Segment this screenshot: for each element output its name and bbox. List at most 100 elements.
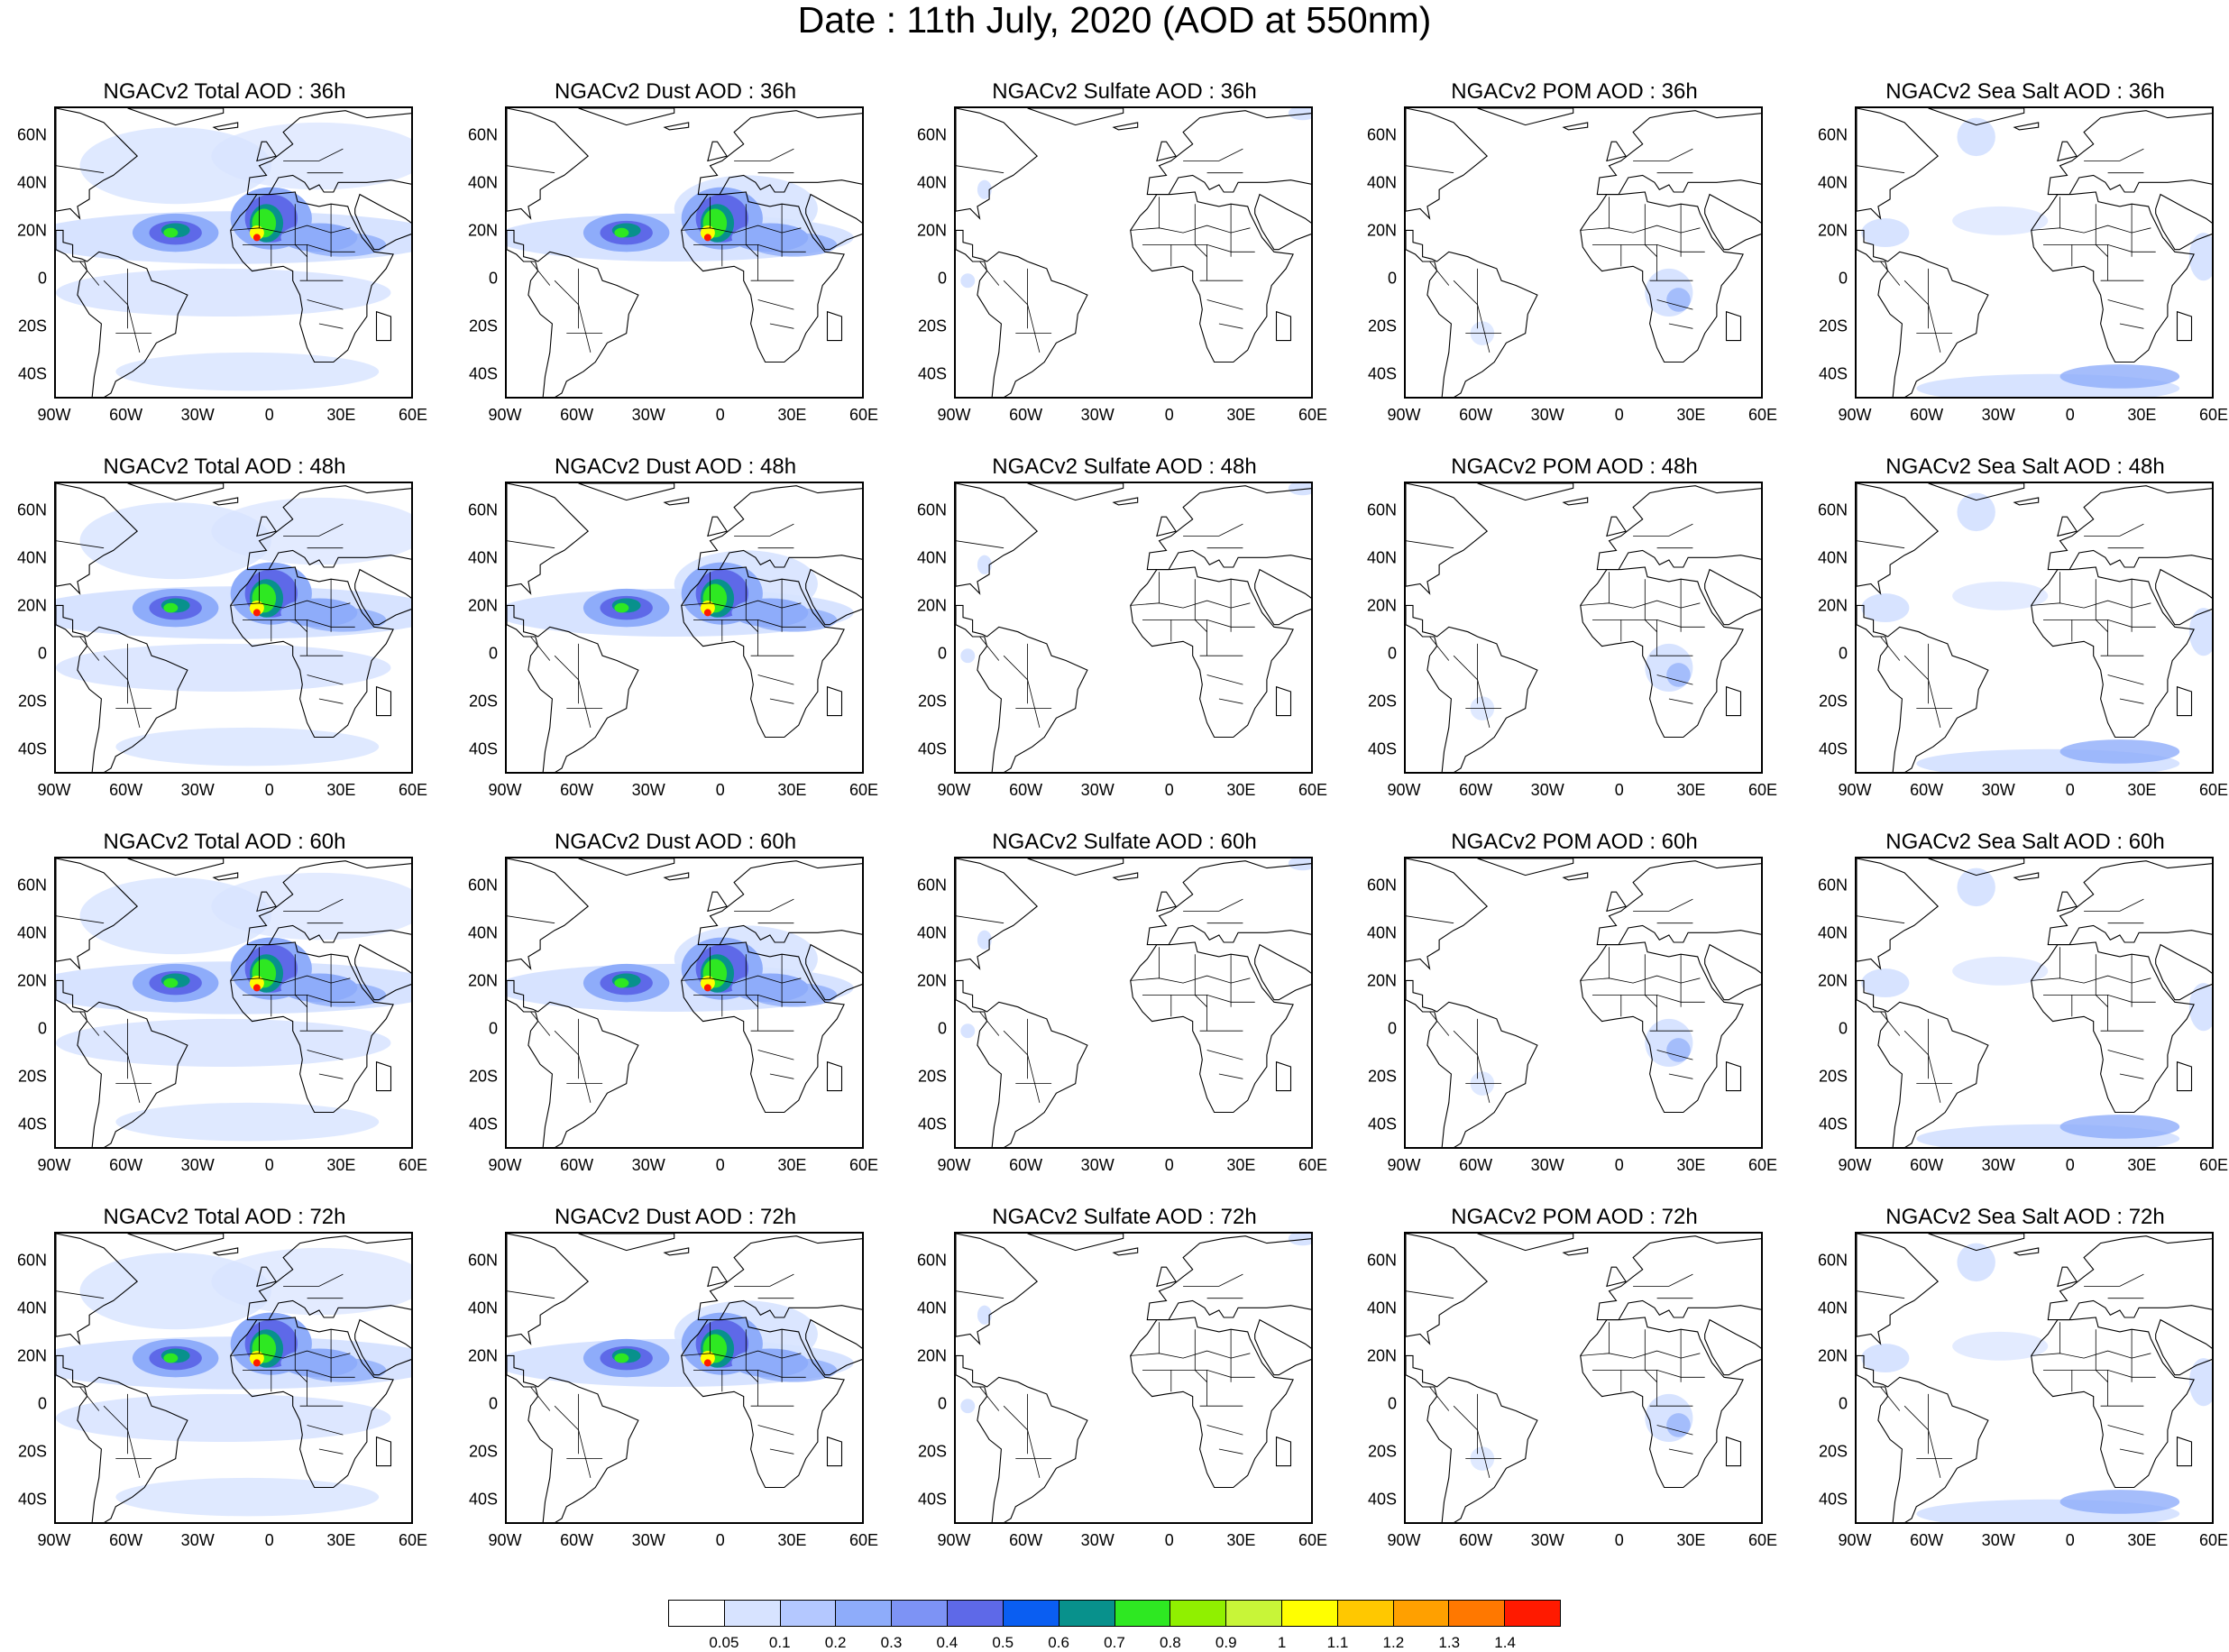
lon-tick-label: 0 (264, 1531, 274, 1549)
map-canvas (1406, 108, 1761, 397)
coastline (1275, 1060, 1292, 1092)
coastline (2013, 122, 2040, 131)
colorbar-label: 1.2 (1382, 1634, 1405, 1651)
coastline (1275, 310, 1292, 342)
aod-map (954, 1232, 1313, 1524)
aod-plume (2059, 364, 2180, 389)
lon-tick-label: 60W (109, 1531, 143, 1549)
country-border (554, 280, 592, 353)
colorbar-label: 0.8 (1160, 1634, 1181, 1651)
country-border (318, 323, 344, 329)
country-border (956, 165, 1004, 174)
lat-tick-label: 40S (1818, 364, 1848, 383)
lat-tick-label: 40N (916, 1299, 947, 1317)
aod-plume (614, 1353, 629, 1363)
country-border (1206, 675, 1243, 685)
lat-tick-label: 20S (917, 1442, 947, 1461)
colorbar-swatch (1170, 1601, 1227, 1626)
country-border (530, 1386, 551, 1411)
lat-tick-label: 20S (1367, 1442, 1397, 1461)
lat-tick-label: 20N (916, 596, 947, 615)
lat-tick-label: 20N (1817, 1346, 1848, 1365)
lon-tick-label: 30E (2127, 1531, 2157, 1549)
coastline (1596, 110, 1761, 196)
colorbar-swatch (1393, 1601, 1450, 1626)
lat-tick-label: 20S (1818, 1442, 1848, 1461)
lon-tick-label: 60W (560, 1531, 594, 1549)
lat-tick-label: 40S (917, 1490, 947, 1509)
panel-title: NGACv2 Total AOD : 72h (103, 1205, 346, 1229)
lon-tick-label: 60E (848, 1531, 879, 1549)
lon-tick-label: 60E (1298, 1531, 1328, 1549)
coastline (2057, 1266, 2078, 1288)
lat-tick-label: 40S (17, 1490, 47, 1509)
country-border (283, 148, 344, 161)
country-border (554, 655, 592, 728)
coastline (127, 483, 225, 501)
aod-plume (2188, 983, 2212, 1032)
lat-tick-label: 20S (17, 692, 47, 711)
lon-tick-label: 90W (937, 1531, 971, 1549)
lon-tick-label: 60W (1009, 781, 1043, 799)
aod-plume (56, 1393, 391, 1443)
country-border (757, 675, 794, 685)
country-border (1644, 1329, 1657, 1382)
aod-plume (1861, 593, 1910, 623)
country-border (79, 636, 100, 661)
country-border (79, 1386, 100, 1411)
coastline (1596, 860, 1761, 946)
lat-tick-label: 20S (468, 317, 498, 335)
lat-tick-label: 40S (468, 1115, 498, 1133)
lon-tick-label: 30E (1226, 1156, 1256, 1174)
lon-tick-label: 0 (715, 781, 725, 799)
coastline (1725, 1060, 1742, 1092)
aod-plume (211, 872, 411, 941)
lon-tick-label: 90W (937, 781, 971, 799)
lon-tick-label: 30E (1226, 1531, 1256, 1549)
coastline (1928, 108, 2025, 126)
aod-plume (700, 225, 715, 241)
country-border (1903, 280, 1941, 353)
colorbar-swatch (1505, 1601, 1560, 1626)
lat-tick-label: 20N (1366, 971, 1397, 990)
panel-title: NGACv2 Dust AOD : 48h (554, 454, 797, 479)
lat-tick-label: 20S (1367, 1067, 1397, 1086)
coastline (697, 110, 862, 196)
lat-tick-label: 20S (468, 1442, 498, 1461)
aod-plume (211, 122, 411, 190)
lat-tick-label: 40S (468, 739, 498, 758)
aod-plume (252, 234, 261, 242)
aod-plume (1952, 206, 2049, 235)
coastline (256, 141, 277, 162)
lon-tick-label: 30W (631, 406, 665, 424)
lon-tick-label: 30W (1080, 1531, 1114, 1549)
country-border (283, 523, 344, 537)
coastline (56, 229, 188, 397)
aod-plume (163, 602, 179, 613)
panel-title: NGACv2 Dust AOD : 60h (554, 830, 797, 854)
lat-tick-label: 0 (37, 644, 47, 663)
lat-tick-label: 60N (916, 1251, 947, 1270)
aod-plume (1957, 1243, 1995, 1282)
lat-tick-label: 20N (467, 971, 498, 990)
country-border (1903, 655, 1941, 728)
lat-tick-label: 20N (16, 596, 47, 615)
aod-colorbar (668, 1600, 1561, 1627)
aod-plume (249, 601, 264, 616)
country-border (1183, 1273, 1243, 1287)
colorbar-label: 1.1 (1326, 1634, 1349, 1651)
country-border (1668, 698, 1693, 704)
lat-tick-label: 20N (1366, 1346, 1397, 1365)
lon-tick-label: 60W (109, 1156, 143, 1174)
aod-plume (1957, 117, 1995, 157)
coastline (1254, 193, 1311, 251)
lon-tick-label: 30W (1530, 781, 1564, 799)
panel-title: NGACv2 POM AOD : 60h (1451, 830, 1698, 854)
lon-tick-label: 0 (264, 406, 274, 424)
country-border (1429, 636, 1450, 661)
country-border (1633, 898, 1693, 912)
lat-tick-label: 60N (467, 500, 498, 519)
map-canvas (507, 858, 862, 1147)
country-border (2084, 1273, 2144, 1287)
coastline (56, 108, 139, 220)
